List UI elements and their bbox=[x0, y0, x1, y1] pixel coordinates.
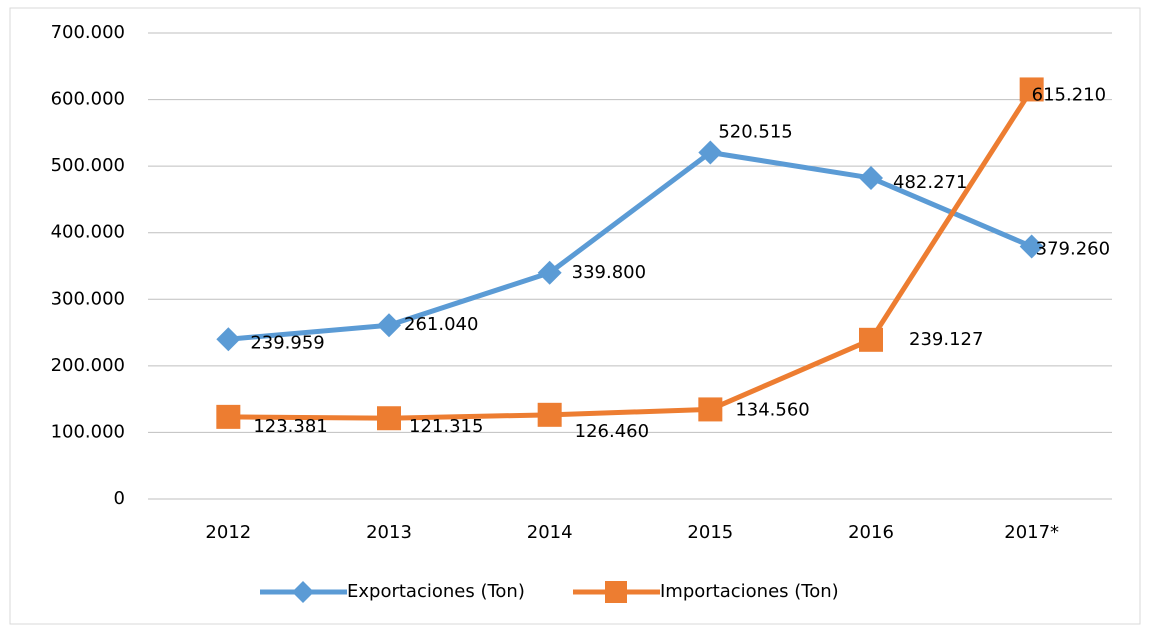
y-tick-label: 100.000 bbox=[51, 421, 125, 442]
data-point bbox=[377, 313, 401, 338]
legend-marker bbox=[292, 581, 314, 603]
data-label: 261.040 bbox=[404, 314, 478, 335]
data-point bbox=[216, 404, 241, 429]
data-label: 121.315 bbox=[409, 416, 483, 437]
data-point bbox=[859, 165, 883, 190]
data-point bbox=[1019, 234, 1044, 259]
data-label: 520.515 bbox=[718, 121, 792, 142]
data-label: 239.959 bbox=[250, 332, 324, 353]
data-label: 123.381 bbox=[253, 416, 327, 437]
data-label: 379.260 bbox=[1036, 239, 1110, 260]
data-point bbox=[537, 260, 562, 285]
y-tick-label: 300.000 bbox=[51, 288, 125, 309]
series-line bbox=[228, 149, 1033, 342]
legend-label: Exportaciones (Ton) bbox=[347, 581, 525, 602]
data-label: 239.127 bbox=[909, 329, 983, 350]
x-tick-label: 2014 bbox=[527, 522, 573, 543]
data-label: 339.800 bbox=[572, 262, 646, 283]
x-tick-label: 2012 bbox=[205, 522, 251, 543]
series-line bbox=[228, 88, 1034, 421]
y-tick-label: 600.000 bbox=[51, 89, 125, 110]
x-tick-label: 2017* bbox=[1004, 522, 1059, 543]
y-tick-label: 200.000 bbox=[51, 355, 125, 376]
y-tick-label: 400.000 bbox=[51, 222, 125, 243]
data-label: 615.210 bbox=[1032, 84, 1106, 105]
chart-frame bbox=[9, 7, 1141, 625]
data-point bbox=[1019, 77, 1044, 102]
y-tick-label: 0 bbox=[114, 488, 125, 509]
x-tick-label: 2016 bbox=[848, 522, 894, 543]
y-tick-label: 700.000 bbox=[51, 22, 125, 43]
x-tick-label: 2015 bbox=[687, 522, 733, 543]
x-tick-label: 2013 bbox=[366, 522, 412, 543]
data-label: 134.560 bbox=[735, 399, 809, 420]
data-label: 482.271 bbox=[893, 172, 967, 193]
data-label: 126.460 bbox=[575, 421, 649, 442]
data-point bbox=[698, 140, 723, 165]
data-point bbox=[698, 397, 723, 422]
data-point bbox=[377, 406, 401, 431]
legend-marker bbox=[605, 581, 627, 603]
data-point bbox=[859, 327, 883, 352]
data-point bbox=[216, 327, 241, 352]
data-point bbox=[537, 402, 562, 427]
legend-label: Importaciones (Ton) bbox=[660, 581, 839, 602]
y-tick-label: 500.000 bbox=[51, 155, 125, 176]
